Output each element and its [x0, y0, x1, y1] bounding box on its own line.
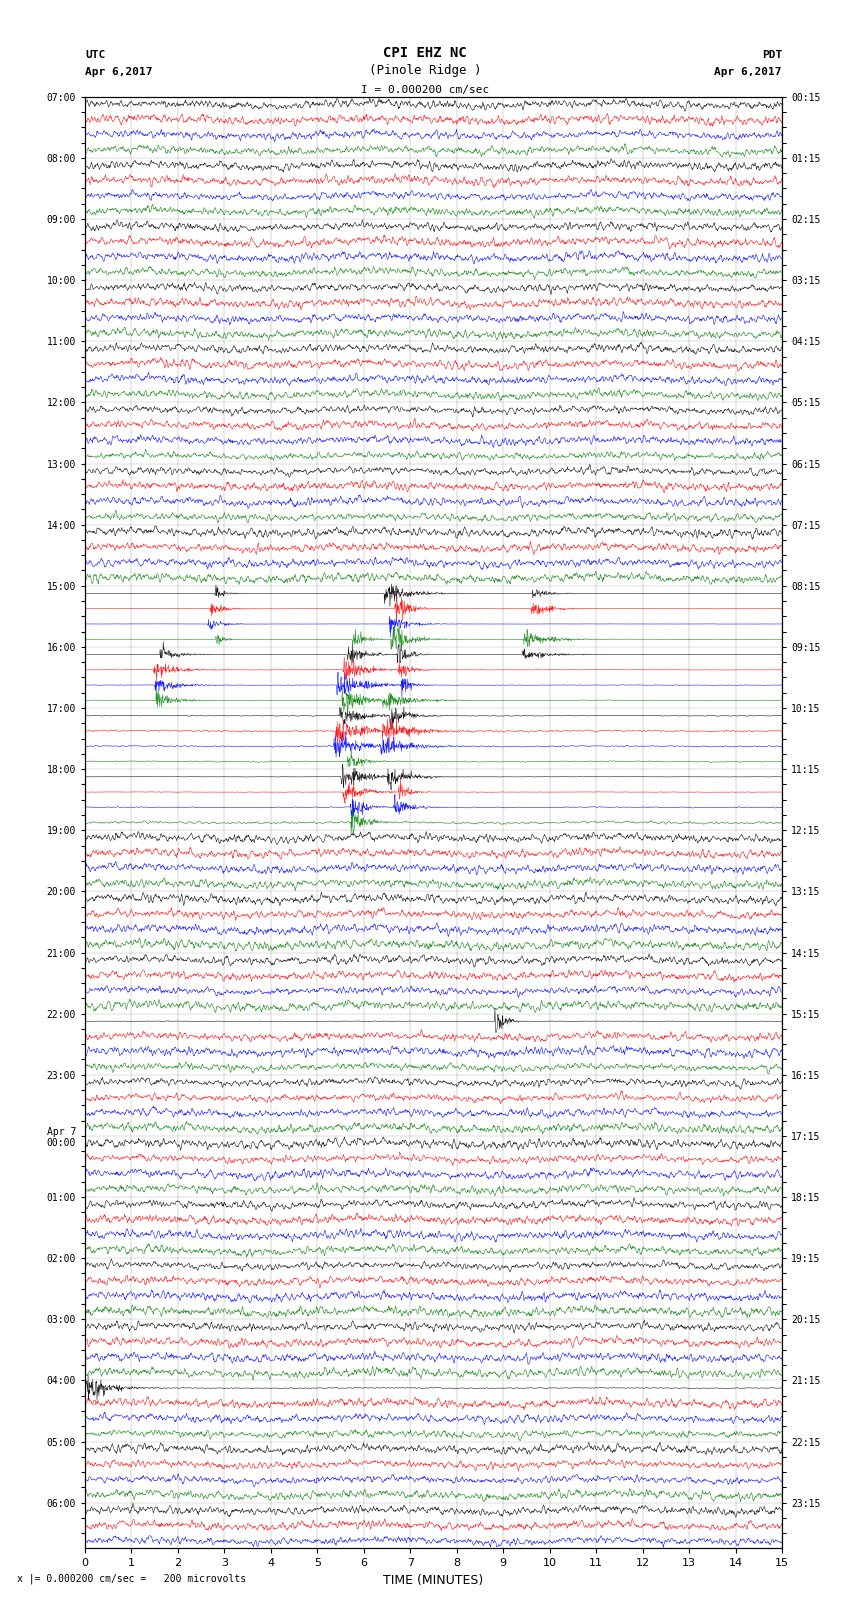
- Text: Apr 6,2017: Apr 6,2017: [715, 68, 782, 77]
- Text: x |= 0.000200 cm/sec =   200 microvolts: x |= 0.000200 cm/sec = 200 microvolts: [17, 1573, 246, 1584]
- Text: PDT: PDT: [762, 50, 782, 60]
- Text: (Pinole Ridge ): (Pinole Ridge ): [369, 65, 481, 77]
- Text: Apr 6,2017: Apr 6,2017: [85, 68, 152, 77]
- X-axis label: TIME (MINUTES): TIME (MINUTES): [383, 1574, 484, 1587]
- Text: I = 0.000200 cm/sec: I = 0.000200 cm/sec: [361, 85, 489, 95]
- Text: UTC: UTC: [85, 50, 105, 60]
- Text: CPI EHZ NC: CPI EHZ NC: [383, 45, 467, 60]
